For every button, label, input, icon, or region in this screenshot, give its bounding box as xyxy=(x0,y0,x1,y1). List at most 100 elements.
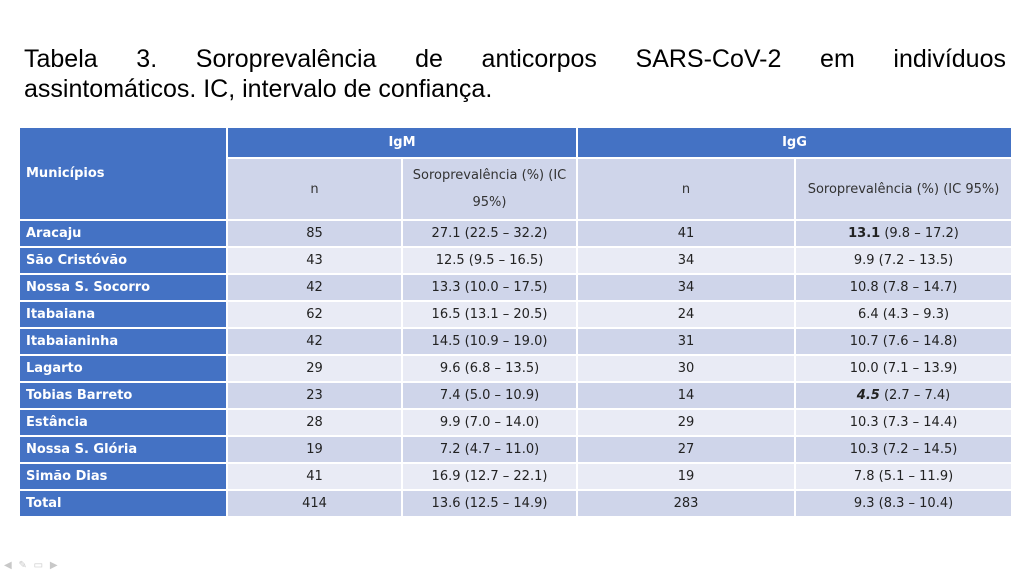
igm-n-cell: 85 xyxy=(226,219,403,248)
igm-soroprevalencia-cell: 13.6 (12.5 – 14.9) xyxy=(401,489,578,518)
igg-confidence-interval: (7.2 – 13.5) xyxy=(874,253,954,268)
igg-soroprevalencia-cell: 10.7 (7.6 – 14.8) xyxy=(793,327,1014,356)
municipio-name: Simão Dias xyxy=(18,462,228,491)
igm-soroprevalencia-cell: 14.5 (10.9 – 19.0) xyxy=(401,327,578,356)
igg-confidence-interval: (7.1 – 13.9) xyxy=(878,361,958,376)
table-row: São Cristóvão 43 12.5 (9.5 – 16.5) 34 9.9 (7… xyxy=(18,246,1014,275)
igm-soroprevalencia-cell: 16.5 (13.1 – 20.5) xyxy=(401,300,578,329)
igg-soroprevalencia-value: 4.5 xyxy=(856,388,880,403)
igm-n-cell: 414 xyxy=(226,489,403,518)
igg-n-cell: 283 xyxy=(576,489,796,518)
igg-soroprevalencia-value: 9.3 xyxy=(853,496,875,511)
municipio-name: São Cristóvão xyxy=(18,246,228,275)
igg-confidence-interval: (7.2 – 14.5) xyxy=(878,442,958,457)
igg-soroprevalencia-cell: 9.9 (7.2 – 13.5) xyxy=(793,246,1014,275)
igg-soroprevalencia-cell: 10.3 (7.2 – 14.5) xyxy=(793,435,1014,464)
table-row: Estância 28 9.9 (7.0 – 14.0) 29 10.3 (7.3 – … xyxy=(18,408,1014,437)
igg-soroprevalencia-cell: 4.5 (2.7 – 7.4) xyxy=(793,381,1014,410)
municipio-name: Aracaju xyxy=(18,219,228,248)
table-row: Tobias Barreto 23 7.4 (5.0 – 10.9) 14 4.5 (2… xyxy=(18,381,1014,410)
igg-soroprevalencia-value: 10.3 xyxy=(849,415,879,430)
table-row: Simão Dias 41 16.9 (12.7 – 22.1) 19 7.8 (5.1… xyxy=(18,462,1014,491)
igm-n-cell: 19 xyxy=(226,435,403,464)
igg-confidence-interval: (7.3 – 14.4) xyxy=(878,415,958,430)
municipio-name: Nossa S. Glória xyxy=(18,435,228,464)
igg-soroprevalencia-cell: 13.1 (9.8 – 17.2) xyxy=(793,219,1014,248)
igg-n-cell: 24 xyxy=(576,300,796,329)
title-line-1: Tabela 3. Soroprevalência de anticorpos … xyxy=(24,45,1006,73)
igm-n-cell: 42 xyxy=(226,273,403,302)
header-igm-n: n xyxy=(226,157,403,221)
igg-confidence-interval: (5.1 – 11.9) xyxy=(874,469,954,484)
igg-n-cell: 31 xyxy=(576,327,796,356)
igg-n-cell: 14 xyxy=(576,381,796,410)
igg-soroprevalencia-value: 10.3 xyxy=(849,442,879,457)
next-icon[interactable]: ▶ xyxy=(49,560,60,571)
header-igg-soroprevalencia: Soroprevalência (%) (IC 95%) xyxy=(793,157,1014,221)
igm-n-cell: 28 xyxy=(226,408,403,437)
igm-soroprevalencia-cell: 9.9 (7.0 – 14.0) xyxy=(401,408,578,437)
slide-title: Tabela 3. Soroprevalência de anticorpos … xyxy=(24,44,1006,104)
igm-soroprevalencia-cell: 7.4 (5.0 – 10.9) xyxy=(401,381,578,410)
municipio-name: Tobias Barreto xyxy=(18,381,228,410)
municipio-name: Lagarto xyxy=(18,354,228,383)
seroprevalence-table: Municípios IgM IgG n Soroprevalência (%)… xyxy=(18,126,1014,518)
edit-icon[interactable]: ✎ xyxy=(18,560,29,571)
municipio-name: Itabaianinha xyxy=(18,327,228,356)
menu-icon[interactable]: ▭ xyxy=(33,560,46,571)
header-municipios: Municípios xyxy=(18,126,228,221)
table-row: Nossa S. Glória 19 7.2 (4.7 – 11.0) 27 10.3 … xyxy=(18,435,1014,464)
igg-soroprevalencia-value: 10.7 xyxy=(849,334,879,349)
header-igg: IgG xyxy=(575,126,1014,159)
municipio-name: Nossa S. Socorro xyxy=(18,273,228,302)
municipio-name: Itabaiana xyxy=(18,300,228,329)
igg-soroprevalencia-cell: 9.3 (8.3 – 10.4) xyxy=(793,489,1014,518)
igg-soroprevalencia-cell: 10.3 (7.3 – 14.4) xyxy=(793,408,1014,437)
igg-n-cell: 29 xyxy=(576,408,796,437)
igg-soroprevalencia-cell: 10.0 (7.1 – 13.9) xyxy=(793,354,1014,383)
igg-soroprevalencia-cell: 10.8 (7.8 – 14.7) xyxy=(793,273,1014,302)
table-row: Nossa S. Socorro 42 13.3 (10.0 – 17.5) 34 10… xyxy=(18,273,1014,302)
igm-n-cell: 23 xyxy=(226,381,403,410)
table-body: Aracaju 85 27.1 (22.5 – 32.2) 41 13.1 (9.8 –… xyxy=(18,219,1014,518)
igg-soroprevalencia-value: 13.1 xyxy=(848,226,881,241)
igg-soroprevalencia-value: 9.9 xyxy=(853,253,875,268)
igg-confidence-interval: (2.7 – 7.4) xyxy=(879,388,951,403)
header-igm: IgM xyxy=(226,126,578,159)
igg-soroprevalencia-value: 6.4 xyxy=(857,307,879,322)
igg-confidence-interval: (7.6 – 14.8) xyxy=(878,334,958,349)
igg-n-cell: 27 xyxy=(576,435,796,464)
igg-soroprevalencia-value: 10.0 xyxy=(849,361,879,376)
igg-confidence-interval: (7.8 – 14.7) xyxy=(878,280,958,295)
igm-soroprevalencia-cell: 7.2 (4.7 – 11.0) xyxy=(401,435,578,464)
igg-soroprevalencia-cell: 6.4 (4.3 – 9.3) xyxy=(793,300,1014,329)
igm-soroprevalencia-cell: 12.5 (9.5 – 16.5) xyxy=(401,246,578,275)
table-row: Total 414 13.6 (12.5 – 14.9) 283 9.3 (8.3 – … xyxy=(18,489,1014,518)
igg-confidence-interval: (4.3 – 9.3) xyxy=(878,307,950,322)
igg-soroprevalencia-value: 7.8 xyxy=(853,469,875,484)
igm-n-cell: 29 xyxy=(226,354,403,383)
table-row: Aracaju 85 27.1 (22.5 – 32.2) 41 13.1 (9.8 –… xyxy=(18,219,1014,248)
header-igm-soroprevalencia: Soroprevalência (%) (IC 95%) xyxy=(401,157,578,221)
table-row: Lagarto 29 9.6 (6.8 – 13.5) 30 10.0 (7.1 – 1… xyxy=(18,354,1014,383)
slide-nav-controls[interactable]: ◀ ✎ ▭ ▶ xyxy=(4,560,60,571)
header-igg-n: n xyxy=(576,157,796,221)
municipio-name: Estância xyxy=(18,408,228,437)
igm-n-cell: 41 xyxy=(226,462,403,491)
igg-soroprevalencia-value: 10.8 xyxy=(849,280,879,295)
table-row: Itabaiana 62 16.5 (13.1 – 20.5) 24 6.4 (4.3 … xyxy=(18,300,1014,329)
igg-n-cell: 19 xyxy=(576,462,796,491)
igm-soroprevalencia-cell: 9.6 (6.8 – 13.5) xyxy=(401,354,578,383)
prev-icon[interactable]: ◀ xyxy=(4,560,14,571)
igg-soroprevalencia-cell: 7.8 (5.1 – 11.9) xyxy=(793,462,1014,491)
igg-confidence-interval: (9.8 – 17.2) xyxy=(880,226,959,241)
igm-soroprevalencia-cell: 13.3 (10.0 – 17.5) xyxy=(401,273,578,302)
igg-confidence-interval: (8.3 – 10.4) xyxy=(874,496,954,511)
igg-n-cell: 41 xyxy=(576,219,796,248)
title-line-2: assintomáticos. IC, intervalo de confian… xyxy=(24,75,493,103)
igm-n-cell: 42 xyxy=(226,327,403,356)
igm-soroprevalencia-cell: 16.9 (12.7 – 22.1) xyxy=(401,462,578,491)
igm-n-cell: 62 xyxy=(226,300,403,329)
table-row: Itabaianinha 42 14.5 (10.9 – 19.0) 31 10.7 (… xyxy=(18,327,1014,356)
igm-n-cell: 43 xyxy=(226,246,403,275)
